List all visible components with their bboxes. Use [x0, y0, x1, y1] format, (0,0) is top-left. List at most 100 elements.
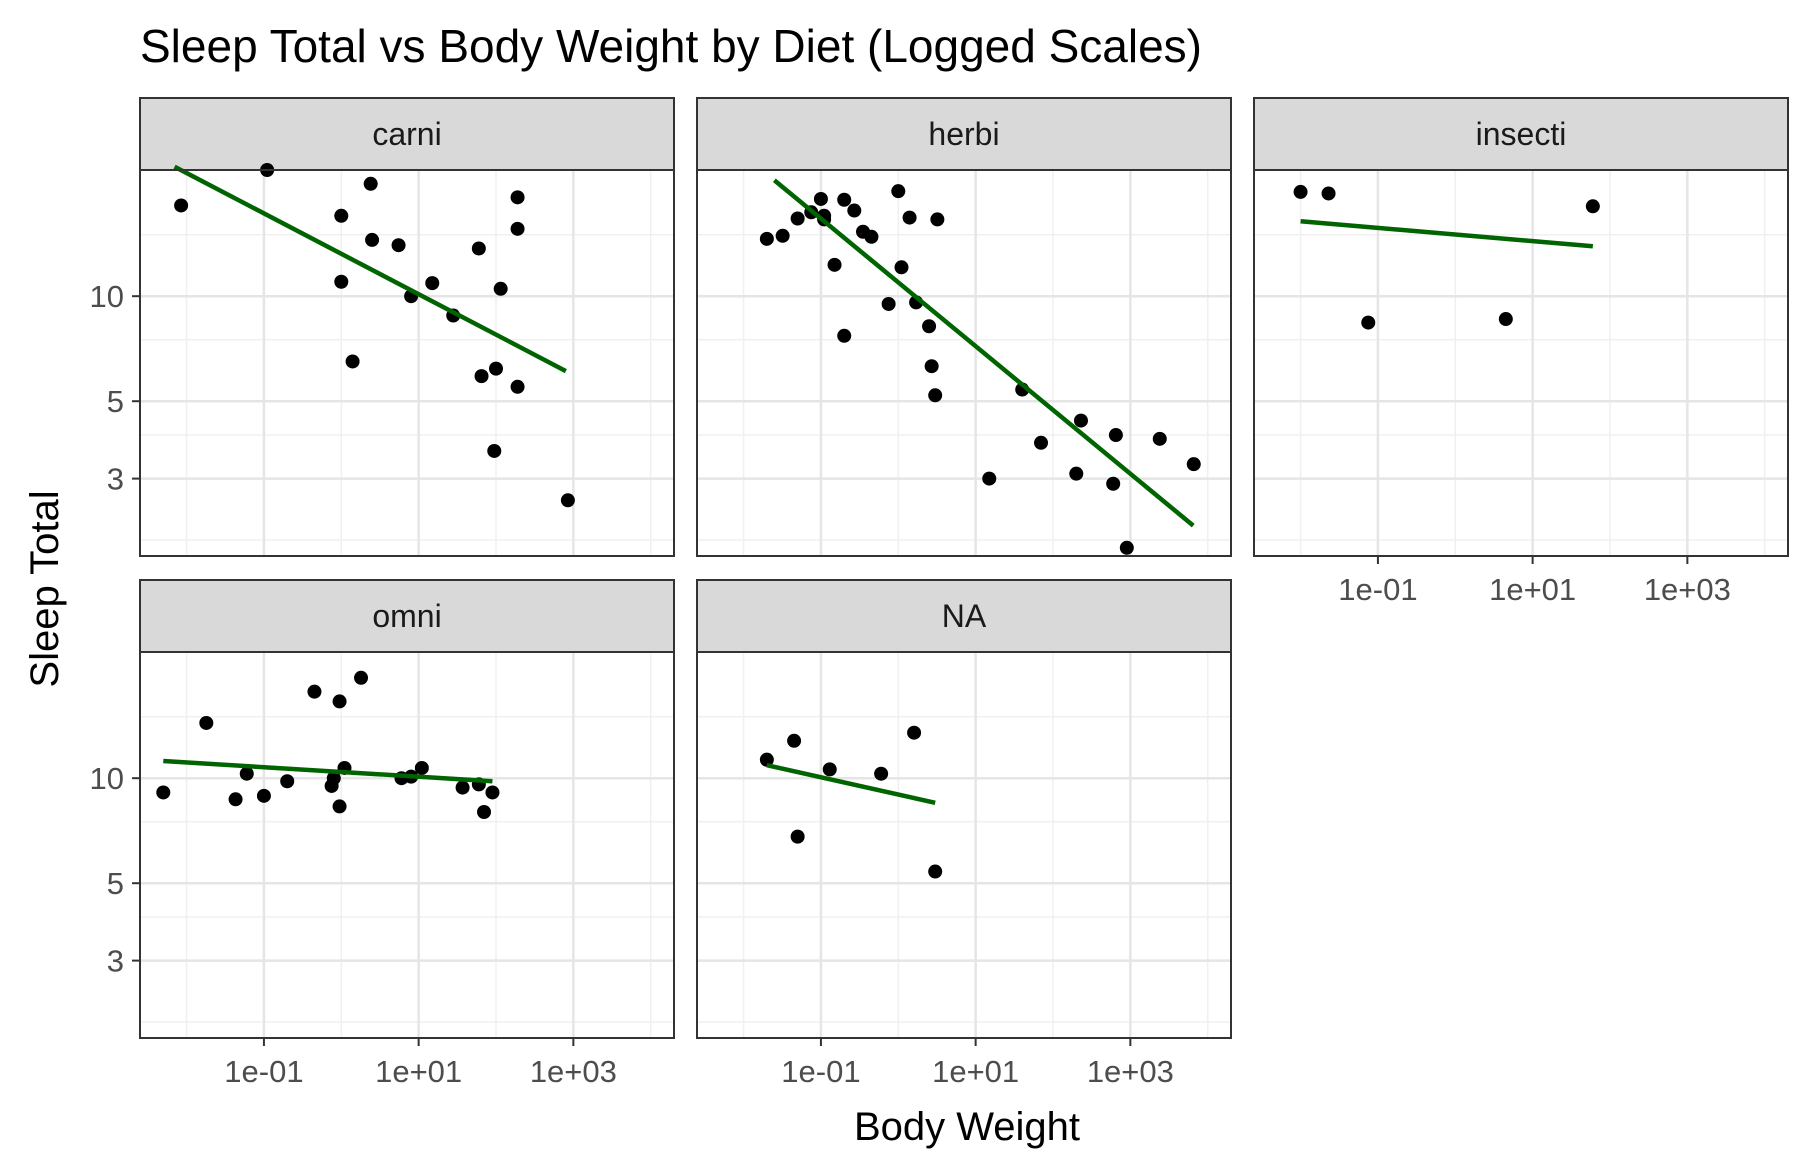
- facet-panel-carni: carni 3 5 10: [90, 97, 675, 557]
- plot-background: [1254, 170, 1788, 556]
- facet-strip-label: NA: [942, 598, 987, 634]
- data-point: [414, 760, 429, 775]
- data-point: [334, 274, 349, 289]
- data-point: [307, 684, 322, 699]
- data-point: [334, 208, 349, 223]
- x-axis-title: Body Weight: [854, 1105, 1080, 1149]
- x-tick-label: 1e-01: [1338, 572, 1417, 607]
- facet-strip-label: insecti: [1476, 116, 1567, 152]
- y-tick-label: 3: [107, 462, 124, 497]
- plot-background: [140, 652, 674, 1038]
- data-point: [1119, 540, 1134, 555]
- data-point: [891, 184, 906, 199]
- data-point: [256, 788, 271, 803]
- data-point: [199, 715, 214, 730]
- data-point: [894, 260, 909, 275]
- trend-line: [173, 164, 567, 374]
- data-point: [837, 192, 852, 207]
- data-point: [156, 785, 171, 800]
- x-tick-label: 1e+01: [932, 1054, 1019, 1089]
- data-point: [474, 369, 489, 384]
- data-point: [922, 319, 937, 334]
- data-point: [560, 493, 575, 508]
- facet-panel-herbi: herbi: [696, 97, 1232, 557]
- data-point: [1361, 315, 1376, 330]
- trend-line: [766, 762, 936, 806]
- plot-background: [697, 170, 1231, 556]
- facet-panel-insecti: insecti 1e-01 1e+01 1e+03: [1253, 97, 1789, 607]
- data-point: [813, 191, 828, 206]
- panel-border: [696, 169, 1232, 557]
- data-point: [822, 762, 837, 777]
- data-point: [759, 752, 774, 767]
- y-tick-label: 5: [107, 866, 124, 901]
- data-point: [510, 221, 525, 236]
- x-tick-label: 1e+01: [1489, 572, 1576, 607]
- data-point: [1106, 476, 1121, 491]
- data-point: [827, 257, 842, 272]
- data-point: [1321, 186, 1336, 201]
- plot-background: [140, 170, 674, 556]
- facet-strip-label: omni: [372, 598, 441, 634]
- data-point: [790, 829, 805, 844]
- data-point: [1073, 413, 1088, 428]
- panel-border: [696, 651, 1232, 1039]
- data-point: [1108, 428, 1123, 443]
- data-point: [1069, 466, 1084, 481]
- data-point: [759, 231, 774, 246]
- data-point: [881, 296, 896, 311]
- facet-strip: [139, 579, 675, 653]
- panel-border: [1253, 169, 1789, 557]
- data-point: [391, 238, 406, 253]
- data-point: [455, 780, 470, 795]
- data-point: [485, 785, 500, 800]
- y-axis-title: Sleep Total: [23, 490, 67, 687]
- facet-panel-na: NA 1e-01 1e+01 1e+03: [696, 579, 1232, 1089]
- data-point: [477, 805, 492, 820]
- data-point: [864, 229, 879, 244]
- data-point: [907, 725, 922, 740]
- data-point: [847, 203, 862, 218]
- panel-border: [139, 651, 675, 1039]
- data-point: [1498, 312, 1513, 327]
- data-point: [1293, 184, 1308, 199]
- data-point: [280, 774, 295, 789]
- facet-strip: [139, 97, 675, 171]
- data-point: [1585, 199, 1600, 214]
- y-tick-label: 10: [90, 761, 124, 796]
- x-tick-label: 1e+01: [375, 1054, 462, 1089]
- trend-line: [772, 178, 1195, 528]
- data-point: [332, 694, 347, 709]
- y-tick-label: 5: [107, 384, 124, 419]
- data-point: [332, 799, 347, 814]
- data-point: [837, 328, 852, 343]
- data-point: [354, 670, 369, 685]
- facet-strip-label: herbi: [928, 116, 999, 152]
- y-tick-label: 10: [90, 279, 124, 314]
- x-tick-label: 1e+03: [1087, 1054, 1174, 1089]
- x-tick-label: 1e+03: [1644, 572, 1731, 607]
- panel-border: [139, 169, 675, 557]
- data-point: [1034, 435, 1049, 450]
- data-point: [928, 388, 943, 403]
- data-point: [493, 281, 508, 296]
- data-point: [1186, 457, 1201, 472]
- data-point: [489, 361, 503, 376]
- data-point: [471, 241, 486, 256]
- data-point: [326, 771, 341, 786]
- data-point: [930, 212, 945, 227]
- data-point: [902, 210, 917, 225]
- facet-strip: [1253, 97, 1789, 171]
- data-point: [239, 766, 254, 781]
- data-point: [790, 211, 805, 226]
- data-point: [924, 359, 939, 374]
- data-point: [982, 471, 997, 486]
- x-tick-label: 1e+03: [530, 1054, 617, 1089]
- data-point: [228, 792, 243, 807]
- data-point: [787, 733, 802, 748]
- chart-title: Sleep Total vs Body Weight by Diet (Logg…: [140, 20, 1202, 72]
- data-point: [874, 766, 889, 781]
- data-point: [775, 228, 790, 243]
